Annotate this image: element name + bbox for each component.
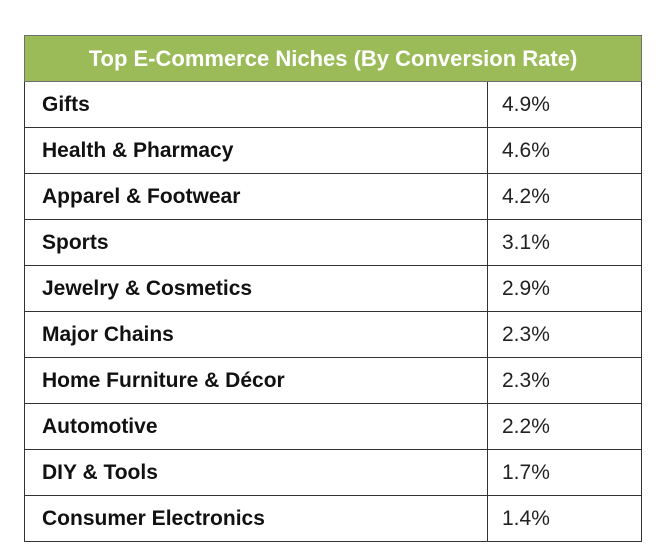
conversion-rate: 1.7% (487, 449, 642, 496)
niche-name: Automotive (24, 403, 488, 450)
conversion-rate: 3.1% (487, 219, 642, 266)
table-row: Health & Pharmacy 4.6% (24, 127, 642, 174)
table-header-row: Top E-Commerce Niches (By Conversion Rat… (24, 35, 642, 82)
conversion-rate-table-wrapper: Top E-Commerce Niches (By Conversion Rat… (24, 35, 642, 542)
table-row: Gifts 4.9% (24, 81, 642, 128)
niche-name: Apparel & Footwear (24, 173, 488, 220)
conversion-rate: 4.2% (487, 173, 642, 220)
table-row: Home Furniture & Décor 2.3% (24, 357, 642, 404)
conversion-rate: 2.2% (487, 403, 642, 450)
niche-name: Jewelry & Cosmetics (24, 265, 488, 312)
niche-name: Gifts (24, 81, 488, 128)
conversion-rate: 1.4% (487, 495, 642, 542)
conversion-rate: 4.6% (487, 127, 642, 174)
conversion-rate: 4.9% (487, 81, 642, 128)
table-row: Consumer Electronics 1.4% (24, 495, 642, 542)
table-row: Apparel & Footwear 4.2% (24, 173, 642, 220)
table-row: Jewelry & Cosmetics 2.9% (24, 265, 642, 312)
table-title: Top E-Commerce Niches (By Conversion Rat… (24, 35, 642, 82)
niche-name: Home Furniture & Décor (24, 357, 488, 404)
conversion-rate: 2.3% (487, 311, 642, 358)
conversion-rate: 2.3% (487, 357, 642, 404)
table-body: Gifts 4.9% Health & Pharmacy 4.6% Appare… (24, 81, 642, 542)
conversion-rate-table: Top E-Commerce Niches (By Conversion Rat… (24, 35, 642, 542)
table-row: DIY & Tools 1.7% (24, 449, 642, 496)
niche-name: DIY & Tools (24, 449, 488, 496)
table-row: Automotive 2.2% (24, 403, 642, 450)
niche-name: Sports (24, 219, 488, 266)
table-row: Major Chains 2.3% (24, 311, 642, 358)
niche-name: Consumer Electronics (24, 495, 488, 542)
conversion-rate: 2.9% (487, 265, 642, 312)
niche-name: Health & Pharmacy (24, 127, 488, 174)
niche-name: Major Chains (24, 311, 488, 358)
table-row: Sports 3.1% (24, 219, 642, 266)
